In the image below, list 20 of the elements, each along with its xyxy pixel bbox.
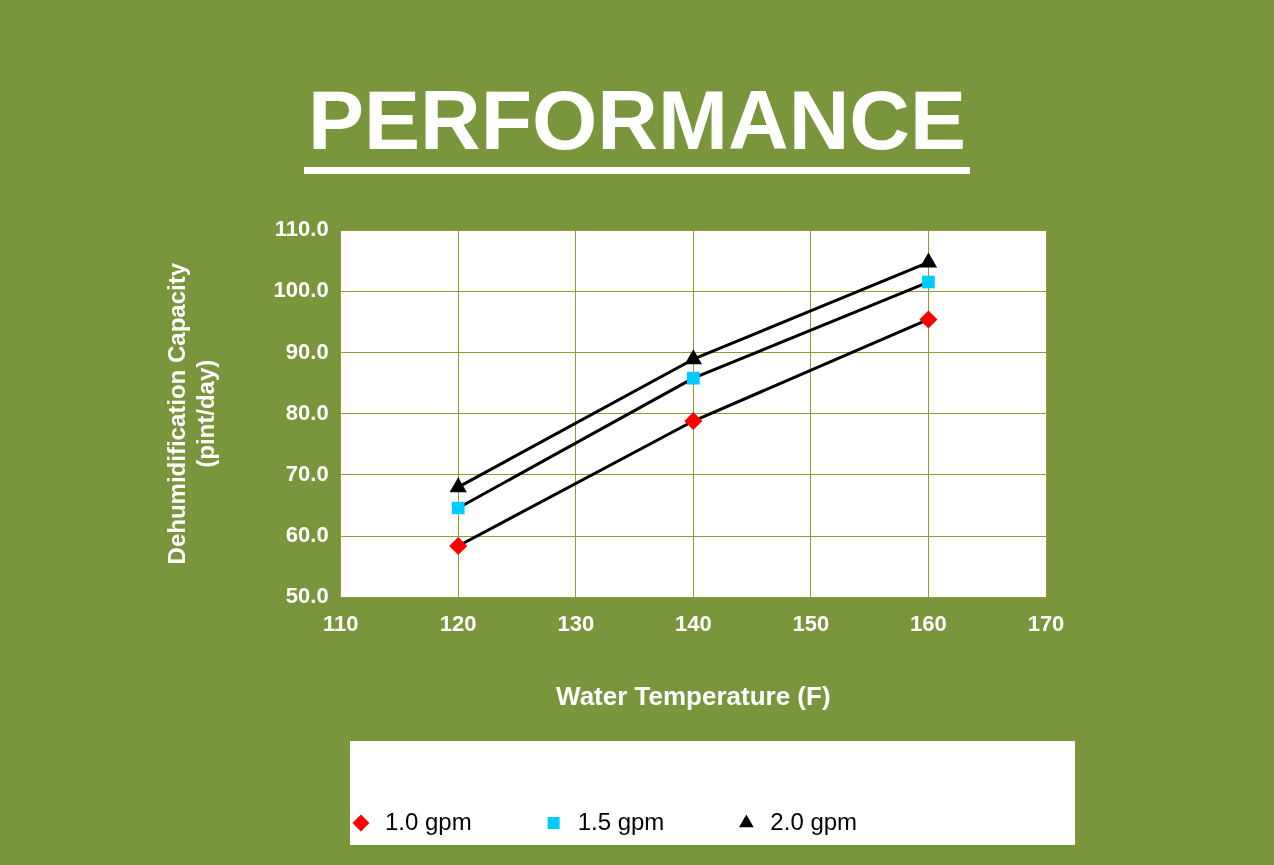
x-tick-label: 160 xyxy=(910,610,947,636)
y-tick-label: 60.0 xyxy=(285,522,329,548)
y-tick-label: 90.0 xyxy=(285,338,329,364)
y-tick-label: 100.0 xyxy=(273,277,329,303)
y-tick-label: 80.0 xyxy=(285,399,329,425)
chart-title: PERFORMANCE xyxy=(303,73,970,174)
x-tick-label: 110 xyxy=(322,610,359,636)
legend-label: 1.5 gpm xyxy=(577,807,665,835)
legend-label: 1.0 gpm xyxy=(384,807,472,835)
y-tick-label: 70.0 xyxy=(285,461,329,486)
x-tick-label: 140 xyxy=(674,610,712,636)
x-tick-label: 130 xyxy=(557,610,595,636)
x-tick-label: 150 xyxy=(792,610,830,636)
x-tick-label: 170 xyxy=(1027,610,1065,636)
x-tick-label: 120 xyxy=(439,610,477,636)
legend-label: 2.0 gpm xyxy=(770,807,858,835)
y-tick-label: 110.0 xyxy=(274,216,329,242)
x-axis-title: Water Temperature (F) xyxy=(556,680,831,711)
y-axis-title: Dehumidification Capacity (pint/day) xyxy=(163,262,219,565)
y-tick-label: 50.0 xyxy=(285,583,329,609)
